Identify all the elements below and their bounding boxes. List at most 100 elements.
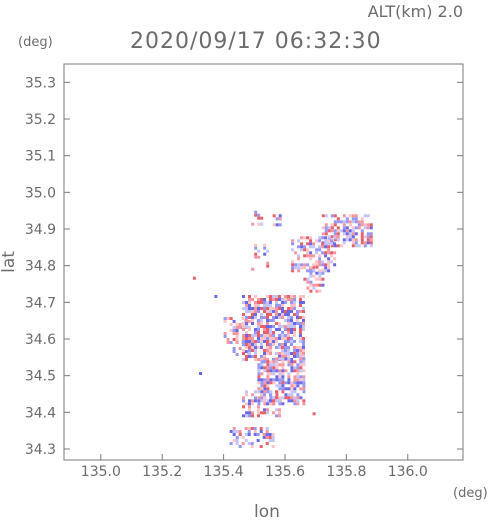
echo-cell <box>278 217 282 221</box>
echo-cell <box>266 387 270 391</box>
echo-cell <box>293 360 297 364</box>
echo-cell <box>265 427 269 430</box>
echo-cell <box>297 257 301 261</box>
echo-cell <box>321 232 325 236</box>
echo-cell <box>269 393 272 397</box>
echo-cell <box>257 399 261 403</box>
echo-cell <box>278 325 281 328</box>
echo-cell <box>278 346 281 349</box>
echo-cell <box>278 387 282 391</box>
echo-cell <box>254 310 257 313</box>
echo-cell <box>296 384 300 388</box>
echo-cell <box>287 310 290 313</box>
echo-cell <box>299 381 303 385</box>
echo-cell <box>290 304 293 307</box>
echo-cell <box>266 343 269 346</box>
echo-cell <box>287 375 291 379</box>
echo-cell <box>299 322 302 325</box>
echo-cell <box>278 399 281 403</box>
x-tick-label: 135.8 <box>326 464 366 480</box>
echo-cell <box>257 322 260 325</box>
echo-cell <box>260 334 263 337</box>
echo-cell <box>333 236 337 240</box>
echo-cell <box>254 396 257 400</box>
echo-cell <box>242 405 245 409</box>
echo-cell <box>345 232 349 236</box>
echo-cell <box>248 337 251 340</box>
echo-cell <box>275 298 278 301</box>
echo-cell <box>254 252 258 256</box>
echo-cell <box>278 375 282 379</box>
echo-cell <box>309 280 313 284</box>
echo-cell <box>254 399 257 403</box>
echo-cell <box>351 226 355 230</box>
echo-cell <box>257 340 260 343</box>
echo-cell <box>299 301 302 304</box>
echo-cell <box>281 402 285 406</box>
echo-cell <box>290 310 293 313</box>
echo-cell <box>318 263 322 267</box>
echo-cell <box>265 436 269 439</box>
echo-cell <box>263 304 266 307</box>
echo-cell <box>369 238 373 242</box>
echo-cell <box>293 352 296 355</box>
echo-cell <box>229 442 233 445</box>
echo-cell <box>248 328 251 331</box>
echo-cell <box>257 319 260 322</box>
echo-cell <box>299 357 303 361</box>
echo-cell <box>275 378 279 382</box>
echo-cell <box>260 399 264 403</box>
echo-cell <box>309 251 313 255</box>
echo-cell <box>321 277 325 281</box>
echo-cell <box>266 411 269 415</box>
echo-cell <box>260 343 263 346</box>
echo-cell <box>269 343 272 346</box>
echo-cell <box>272 372 276 376</box>
echo-cell <box>247 433 251 436</box>
echo-cell <box>284 355 287 358</box>
echo-cell <box>272 334 275 337</box>
echo-cell <box>318 239 322 243</box>
echo-cell <box>306 248 310 252</box>
echo-cell <box>312 283 316 287</box>
echo-cell <box>318 248 322 252</box>
echo-cell <box>272 319 275 322</box>
echo-cell <box>272 402 275 406</box>
echo-cell <box>266 408 269 412</box>
echo-cell <box>245 355 248 358</box>
echo-cell <box>333 263 337 267</box>
echo-cell <box>302 369 306 373</box>
echo-cell <box>293 325 296 328</box>
echo-cell <box>275 301 278 304</box>
x-tick-label: 135.6 <box>265 464 305 480</box>
echo-cell <box>293 381 297 385</box>
echo-cell <box>232 332 236 335</box>
echo-cell <box>238 326 242 329</box>
echo-cell <box>242 340 245 343</box>
echo-cell <box>245 319 248 322</box>
echo-cell <box>290 319 293 322</box>
echo-cell <box>251 222 255 226</box>
echo-cell <box>257 337 260 340</box>
echo-cell <box>244 350 248 353</box>
echo-cell <box>281 304 284 307</box>
echo-cell <box>245 393 248 397</box>
echo-cell <box>351 220 355 224</box>
echo-cell <box>281 372 285 376</box>
echo-cell <box>363 223 367 227</box>
echo-cell <box>302 310 305 313</box>
echo-cell <box>284 393 288 397</box>
echo-cell <box>369 241 373 245</box>
echo-cell <box>290 337 293 340</box>
echo-cell <box>272 214 276 218</box>
echo-cell <box>318 236 322 240</box>
echo-point <box>312 412 316 416</box>
echo-cell <box>278 295 281 298</box>
y-tick-label: 35.3 <box>25 75 56 91</box>
echo-cell <box>251 316 254 319</box>
timestamp-title: 2020/09/17 06:32:30 <box>130 29 382 54</box>
echo-cell <box>248 310 251 313</box>
echo-cell <box>284 346 287 349</box>
echo-cell <box>339 220 343 224</box>
echo-cell <box>248 349 251 352</box>
